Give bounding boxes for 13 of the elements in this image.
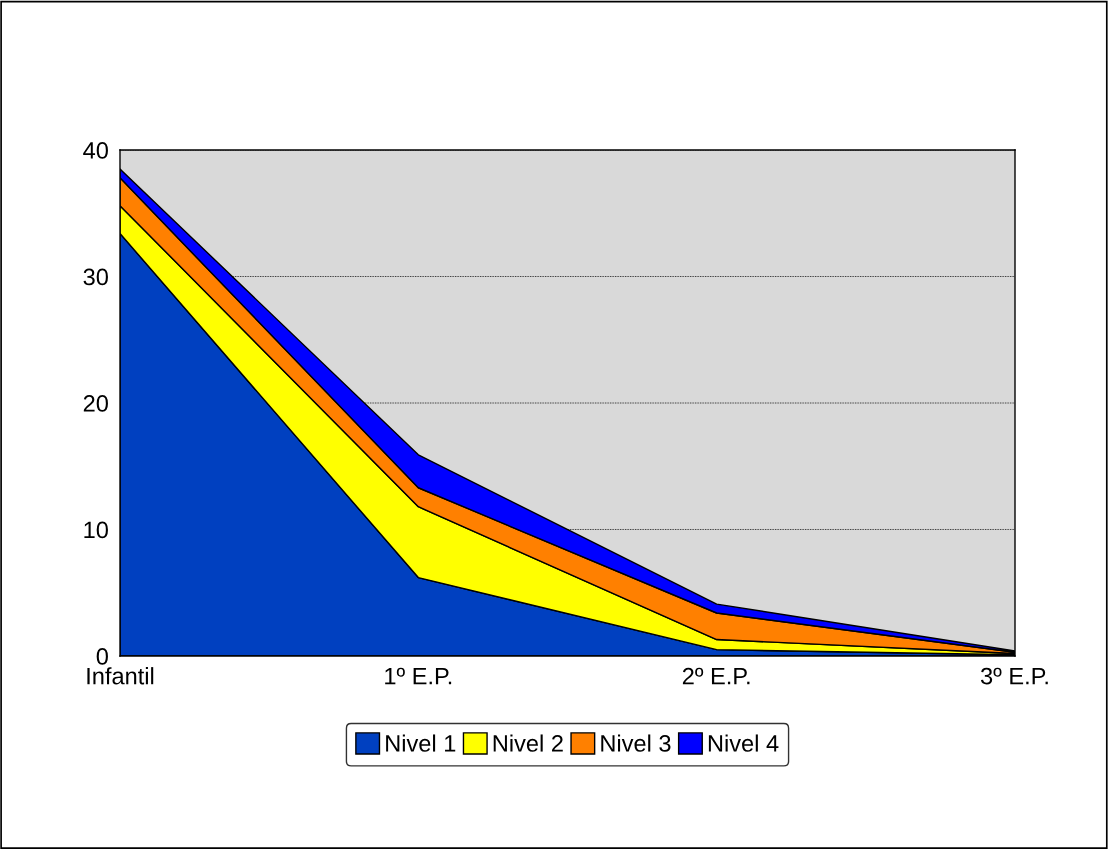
legend-label: Nivel 3 <box>601 734 671 752</box>
x-tick-label: Infantil <box>87 667 154 685</box>
legend-label: Nivel 1 <box>386 734 456 752</box>
y-tick-label: 10 <box>84 521 108 539</box>
legend-label: Nivel 2 <box>493 734 563 752</box>
x-tick-label: 2º E.P. <box>682 667 750 685</box>
y-tick-label: 30 <box>83 268 108 286</box>
x-tick-label: 3º E.P. <box>980 667 1048 685</box>
legend-label: Nivel 4 <box>708 734 779 752</box>
x-tick-label: 1º E.P. <box>385 667 452 685</box>
y-tick-label: 0 <box>96 648 108 665</box>
y-tick-label: 40 <box>83 142 108 159</box>
y-tick-label: 20 <box>83 395 108 412</box>
